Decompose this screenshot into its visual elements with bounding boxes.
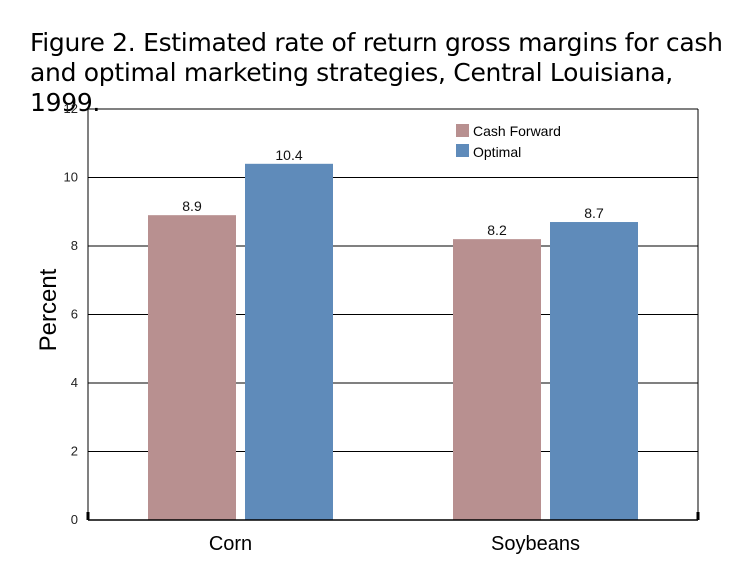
category-labels: Corn Soybeans	[209, 533, 580, 555]
axes	[86, 109, 700, 521]
legend-swatch-optimal	[456, 144, 469, 157]
y-tick-labels: 0 2 4 6 8 10 12	[64, 101, 78, 527]
data-labels: 8.9 10.4 8.2 8.7	[182, 147, 604, 238]
y-tick-label: 12	[64, 101, 78, 116]
chart-title: Figure 2. Estimated rate of return gross…	[30, 28, 723, 117]
y-tick-label: 4	[71, 375, 78, 390]
bar-corn-optimal	[245, 163, 333, 521]
data-label: 8.9	[182, 198, 202, 214]
y-axis-label: Percent	[35, 268, 62, 351]
bar-corn-cash-forward	[148, 215, 236, 521]
y-tick-label: 8	[71, 238, 78, 253]
bars	[148, 163, 638, 521]
bar-soybeans-optimal	[550, 222, 638, 520]
legend-box	[449, 117, 580, 163]
y-tick-label: 6	[71, 307, 78, 322]
y-tick-label: 2	[71, 444, 78, 459]
legend-label-cash-forward: Cash Forward	[473, 123, 561, 139]
category-label-soybeans: Soybeans	[491, 533, 580, 555]
data-label: 10.4	[275, 147, 302, 163]
legend-label-optimal: Optimal	[473, 144, 521, 160]
category-label-corn: Corn	[209, 533, 252, 555]
bar-soybeans-cash-forward	[453, 239, 541, 520]
legend: Cash Forward Optimal	[449, 117, 580, 163]
y-tick-label: 10	[64, 170, 78, 185]
y-tick-label: 0	[71, 512, 78, 527]
data-label: 8.2	[487, 222, 507, 238]
data-label: 8.7	[584, 205, 604, 221]
legend-swatch-cash-forward	[456, 124, 469, 137]
